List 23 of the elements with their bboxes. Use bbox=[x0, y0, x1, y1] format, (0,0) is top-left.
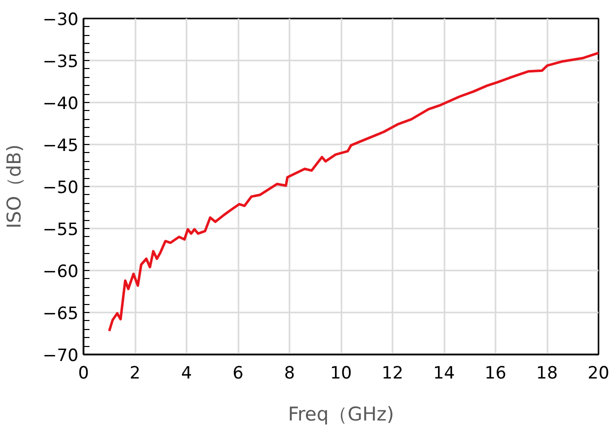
y-tick-label: −35 bbox=[42, 52, 79, 72]
x-tick-label: 8 bbox=[284, 364, 295, 384]
y-tick-label: −30 bbox=[42, 10, 79, 30]
x-tick-label: 20 bbox=[588, 364, 610, 384]
x-tick-label: 6 bbox=[232, 364, 244, 384]
x-tick-label: 14 bbox=[433, 364, 455, 384]
x-tick-label: 18 bbox=[536, 364, 558, 384]
y-tick-label: −40 bbox=[42, 94, 79, 114]
y-tick-label: −60 bbox=[42, 262, 79, 282]
x-tick-label: 0 bbox=[78, 364, 89, 384]
x-tick-label: 4 bbox=[181, 364, 192, 384]
x-axis-title: Freq（GHz) bbox=[288, 404, 394, 426]
y-tick-label: −50 bbox=[42, 178, 79, 198]
y-axis-title: ISO（dB) bbox=[4, 144, 26, 229]
line-series bbox=[108, 52, 598, 332]
y-tick-label: −65 bbox=[42, 304, 79, 324]
y-tick-label: −70 bbox=[42, 346, 79, 366]
y-tick-label: −45 bbox=[42, 136, 79, 156]
x-tick-label: 10 bbox=[330, 364, 352, 384]
y-tick-label: −55 bbox=[42, 220, 79, 240]
x-tick-label: 16 bbox=[484, 364, 506, 384]
x-tick-label: 12 bbox=[382, 364, 404, 384]
x-tick-label: 2 bbox=[130, 364, 140, 384]
